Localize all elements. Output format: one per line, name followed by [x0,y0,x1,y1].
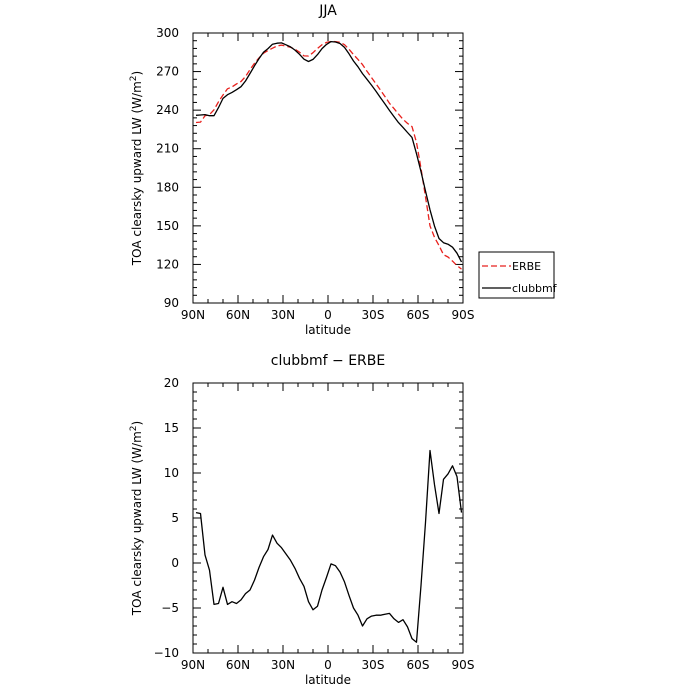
y-tick-label: 180 [156,180,179,194]
x-tick-label: 60N [226,308,250,322]
y-tick-label: −5 [161,601,179,615]
y-tick-label: 240 [156,103,179,117]
series-line-difference [195,449,463,643]
x-tick-label: 30N [271,658,295,672]
series-line-erbe [195,40,462,270]
x-tick-label: 60N [226,658,250,672]
x-axis-label: latitude [305,323,351,337]
x-tick-label: 90N [181,308,205,322]
plot-frame [192,32,464,304]
legend-label-clubbmf: clubbmf [512,282,558,295]
y-tick-label: 210 [156,142,179,156]
y-tick-label: −10 [154,646,179,660]
y-tick-label: 5 [171,511,179,525]
x-tick-label: 30S [362,658,385,672]
plot-frame [192,382,464,654]
x-tick-label: 30N [271,308,295,322]
series-line-clubbmf [195,40,463,263]
chart-panel-1: 90N 60N 30N 0 30S 60S 90S 90 120 150 180 210 240 270 3… [129,3,558,337]
y-tick-label: 150 [156,219,179,233]
x-tick-label: 60S [407,308,430,322]
y-tick-label: 300 [156,26,179,40]
legend-box [478,251,555,299]
y-tick-label: 10 [164,466,179,480]
legend: ERBE clubbmf [478,251,558,299]
x-tick-label: 30S [362,308,385,322]
x-tick-label: 90S [452,658,475,672]
x-tick-label: 60S [407,658,430,672]
y-tick-label: 20 [164,376,179,390]
y-axis-label: TOA clearsky upward LW (W/m2) [129,421,144,616]
y-tick-label: 270 [156,65,179,79]
y-tick-label: 90 [164,296,179,310]
y-tick-label: 15 [164,421,179,435]
legend-label-erbe: ERBE [512,260,541,273]
x-tick-label: 90S [452,308,475,322]
chart-title: clubbmf − ERBE [271,353,385,369]
y-tick-label: 0 [171,556,179,570]
x-axis-label: latitude [305,673,351,687]
x-tick-label: 90N [181,658,205,672]
chart-panel-2: 90N 60N 30N 0 30S 60S 90S −10 −5 0 5 10 15 20 clubbmf … [129,353,474,687]
y-tick-label: 120 [156,257,179,271]
chart-title: JJA [318,3,337,19]
x-tick-label: 0 [324,658,332,672]
y-axis-label: TOA clearsky upward LW (W/m2) [129,71,144,266]
x-tick-label: 0 [324,308,332,322]
